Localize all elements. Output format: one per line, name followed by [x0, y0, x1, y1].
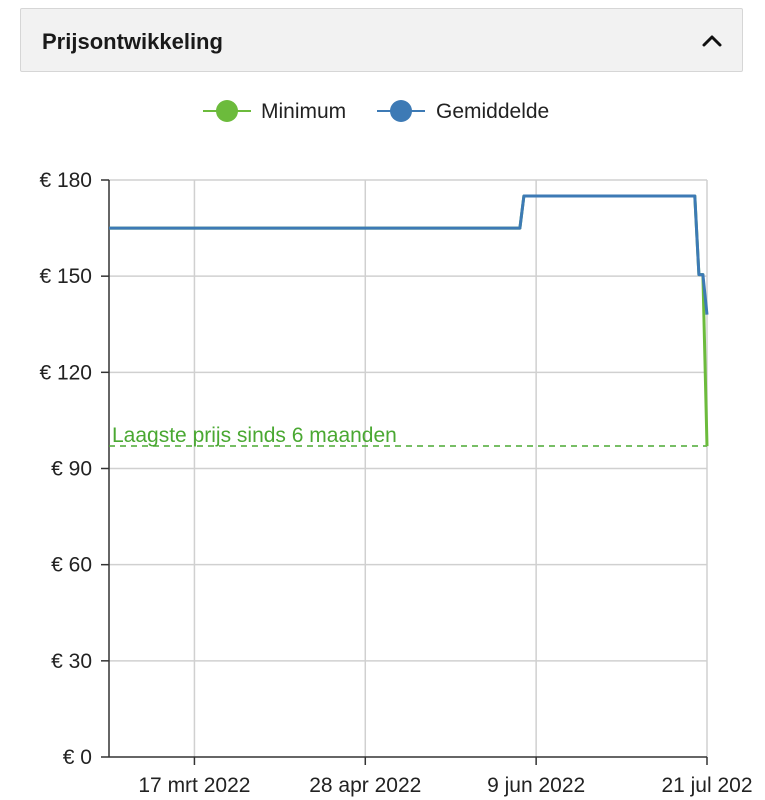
price-history-panel-header[interactable]: Prijsontwikkeling [20, 8, 743, 72]
legend-marker-gemiddelde [390, 100, 412, 122]
legend-label-gemiddelde: Gemiddelde [436, 100, 549, 123]
grid [109, 179, 708, 757]
series-line-gemiddelde [109, 194, 709, 315]
y-tick-label: € 0 [63, 746, 92, 769]
x-tick-label: 21 jul 202 [661, 774, 752, 797]
y-tick-label: € 90 [51, 458, 92, 481]
y-tick-label: € 30 [51, 650, 92, 673]
y-axis-ticks: € 0 € 30 € 60 € 90 € 120 € 150 € 180 [39, 169, 109, 769]
reference-line-group: Laagste prijs sinds 6 maanden [109, 424, 707, 447]
x-tick-label: 28 apr 2022 [309, 774, 421, 797]
x-axis-ticks: 17 mrt 2022 28 apr 2022 9 jun 2022 21 jul 2… [138, 757, 753, 797]
y-tick-label: € 120 [39, 361, 92, 384]
lowest-price-label: Laagste prijs sinds 6 maanden [112, 424, 397, 447]
legend[interactable]: Minimum Gemiddelde [203, 100, 549, 123]
y-tick-label: € 180 [39, 169, 92, 192]
y-tick-label: € 60 [51, 554, 92, 577]
legend-item-minimum[interactable]: Minimum [203, 100, 346, 123]
x-tick-label: 9 jun 2022 [487, 774, 585, 797]
legend-item-gemiddelde[interactable]: Gemiddelde [377, 100, 549, 123]
legend-label-minimum: Minimum [261, 100, 346, 123]
legend-marker-minimum [216, 100, 238, 122]
x-tick-label: 17 mrt 2022 [138, 774, 250, 797]
chevron-up-icon[interactable] [700, 31, 724, 51]
series-line-minimum [109, 194, 709, 447]
y-tick-label: € 150 [39, 265, 92, 288]
series-lines [109, 194, 709, 447]
panel-title: Prijsontwikkeling [42, 29, 223, 54]
